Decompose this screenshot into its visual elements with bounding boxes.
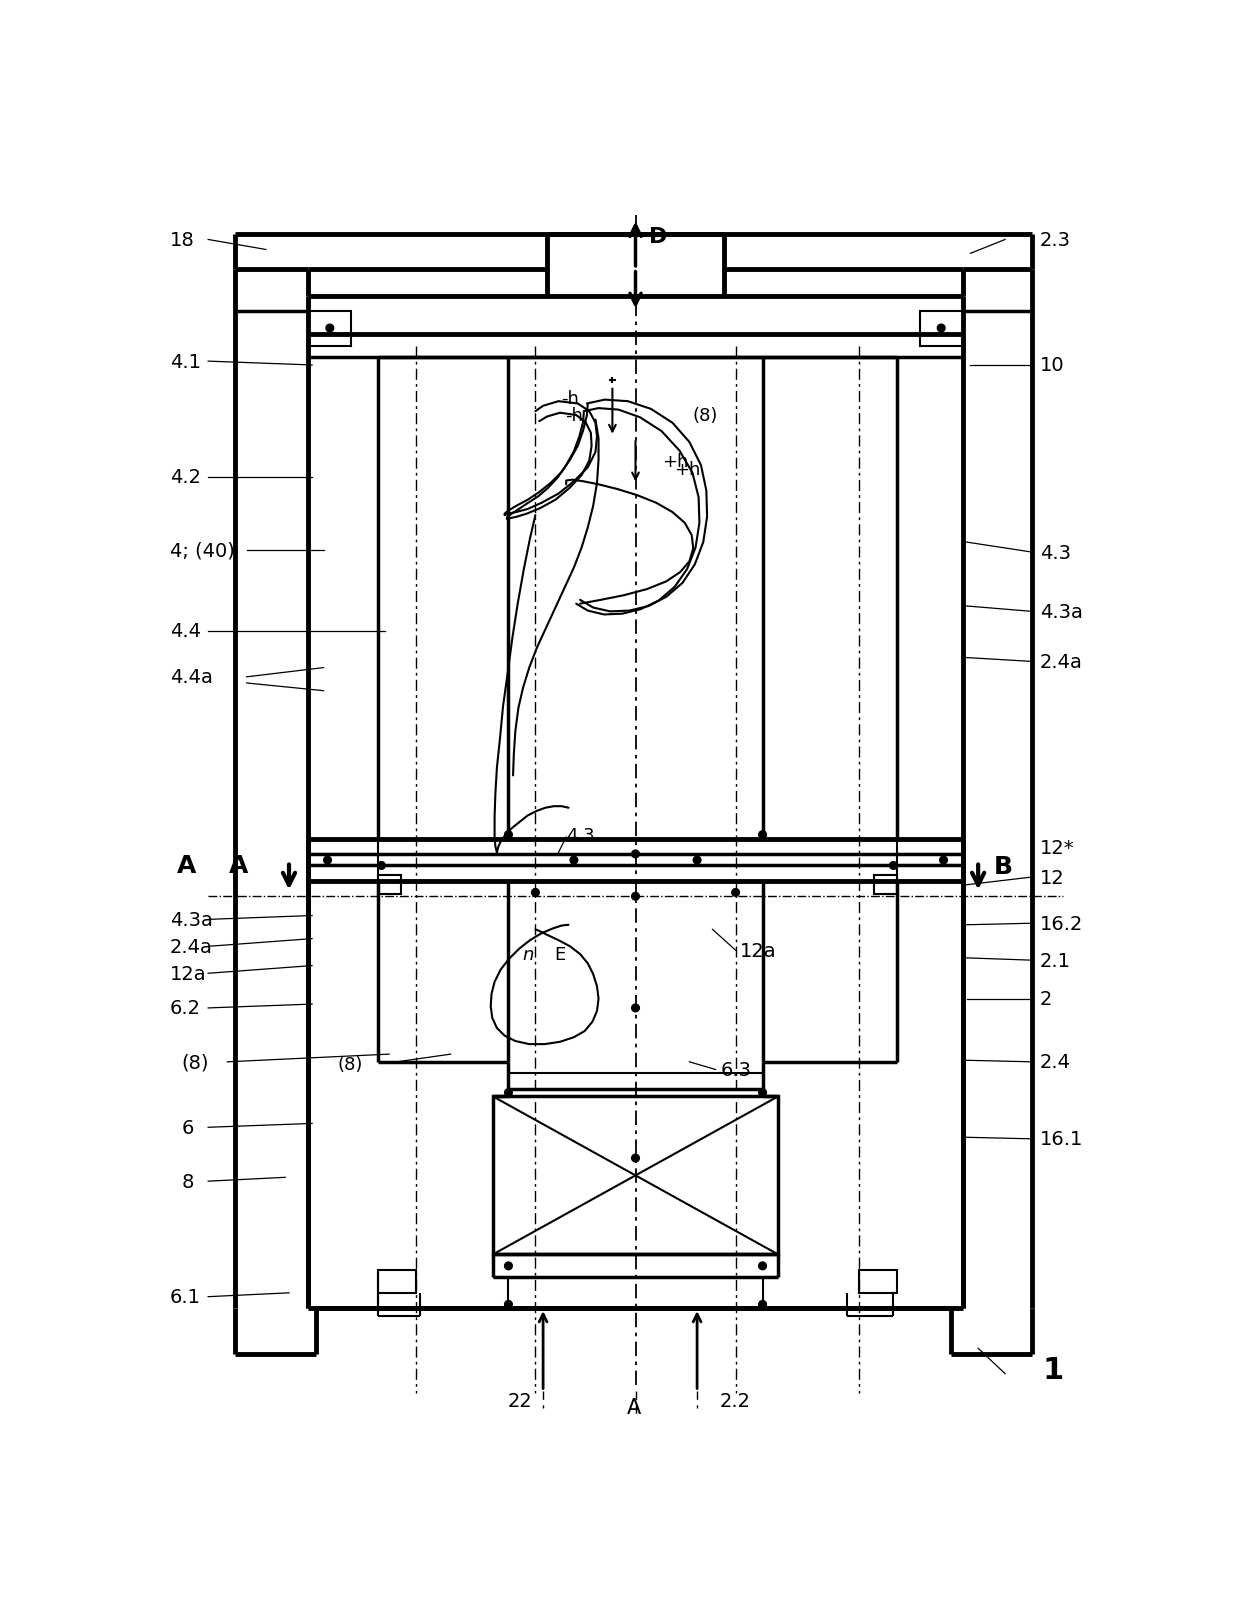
Text: 4.4a: 4.4a — [170, 668, 212, 687]
Text: 12*: 12* — [1040, 839, 1074, 857]
Circle shape — [377, 862, 386, 870]
Text: -h: -h — [565, 406, 583, 425]
Text: 4; (40): 4; (40) — [170, 541, 234, 560]
Text: (8): (8) — [181, 1053, 208, 1072]
Text: 4.2: 4.2 — [170, 467, 201, 486]
Text: (8): (8) — [692, 406, 718, 425]
Circle shape — [759, 1090, 766, 1096]
Text: 6.1: 6.1 — [170, 1287, 201, 1306]
Text: A: A — [177, 854, 197, 878]
Circle shape — [759, 1300, 766, 1308]
Bar — [377, 1270, 417, 1294]
Text: 10: 10 — [1040, 356, 1064, 376]
Text: 2.4: 2.4 — [1040, 1053, 1071, 1072]
Circle shape — [889, 862, 898, 870]
Circle shape — [693, 857, 701, 865]
Bar — [920, 311, 962, 347]
Circle shape — [532, 889, 539, 897]
Text: 2.4a: 2.4a — [1040, 653, 1083, 671]
Circle shape — [324, 857, 331, 865]
Text: A: A — [627, 1396, 641, 1417]
Text: 4.3a: 4.3a — [1040, 602, 1083, 621]
Text: -h: -h — [562, 390, 579, 408]
Text: 12a: 12a — [170, 965, 206, 984]
Circle shape — [505, 1090, 512, 1096]
Text: E: E — [554, 945, 565, 963]
Text: 2.2: 2.2 — [720, 1392, 751, 1411]
Text: 2.3: 2.3 — [1040, 231, 1071, 250]
Circle shape — [631, 892, 640, 900]
Text: 6.3: 6.3 — [720, 1061, 751, 1079]
Text: 12a: 12a — [739, 941, 776, 960]
Text: 2.4a: 2.4a — [170, 937, 212, 957]
Text: 4.3a: 4.3a — [170, 910, 212, 929]
Text: 18: 18 — [170, 231, 195, 250]
Circle shape — [631, 851, 640, 859]
Text: (8): (8) — [339, 1056, 363, 1074]
Text: 6.2: 6.2 — [170, 998, 201, 1018]
Circle shape — [732, 889, 739, 897]
Text: +h: +h — [662, 453, 689, 470]
Text: 16.2: 16.2 — [1040, 915, 1083, 933]
Text: 6: 6 — [181, 1119, 193, 1136]
Bar — [859, 1270, 898, 1294]
Circle shape — [505, 831, 512, 839]
Text: 2: 2 — [1040, 990, 1052, 1008]
Bar — [874, 875, 898, 894]
Text: 1: 1 — [1042, 1356, 1064, 1385]
Text: 4.3: 4.3 — [567, 827, 595, 844]
Text: 4.1: 4.1 — [170, 353, 201, 371]
Bar — [494, 1096, 777, 1255]
Text: 16.1: 16.1 — [1040, 1130, 1083, 1149]
Circle shape — [326, 324, 334, 332]
Circle shape — [631, 1154, 640, 1162]
Text: D: D — [650, 228, 667, 247]
Text: 4.4: 4.4 — [170, 621, 201, 640]
Bar — [377, 875, 401, 894]
Circle shape — [505, 1262, 512, 1270]
Text: 2.1: 2.1 — [1040, 952, 1071, 969]
Text: n: n — [522, 945, 533, 963]
Text: 22: 22 — [507, 1392, 532, 1411]
Circle shape — [570, 857, 578, 865]
Text: 4.3: 4.3 — [1040, 542, 1071, 562]
Bar — [309, 311, 351, 347]
Text: +h: +h — [675, 461, 701, 478]
Circle shape — [759, 831, 766, 839]
Circle shape — [937, 324, 945, 332]
Circle shape — [505, 1300, 512, 1308]
Text: 8: 8 — [181, 1172, 193, 1191]
Text: B: B — [994, 855, 1013, 878]
Circle shape — [940, 857, 947, 865]
Circle shape — [759, 1262, 766, 1270]
Text: 12: 12 — [1040, 868, 1064, 888]
Text: A: A — [229, 854, 249, 878]
Circle shape — [631, 1005, 640, 1013]
